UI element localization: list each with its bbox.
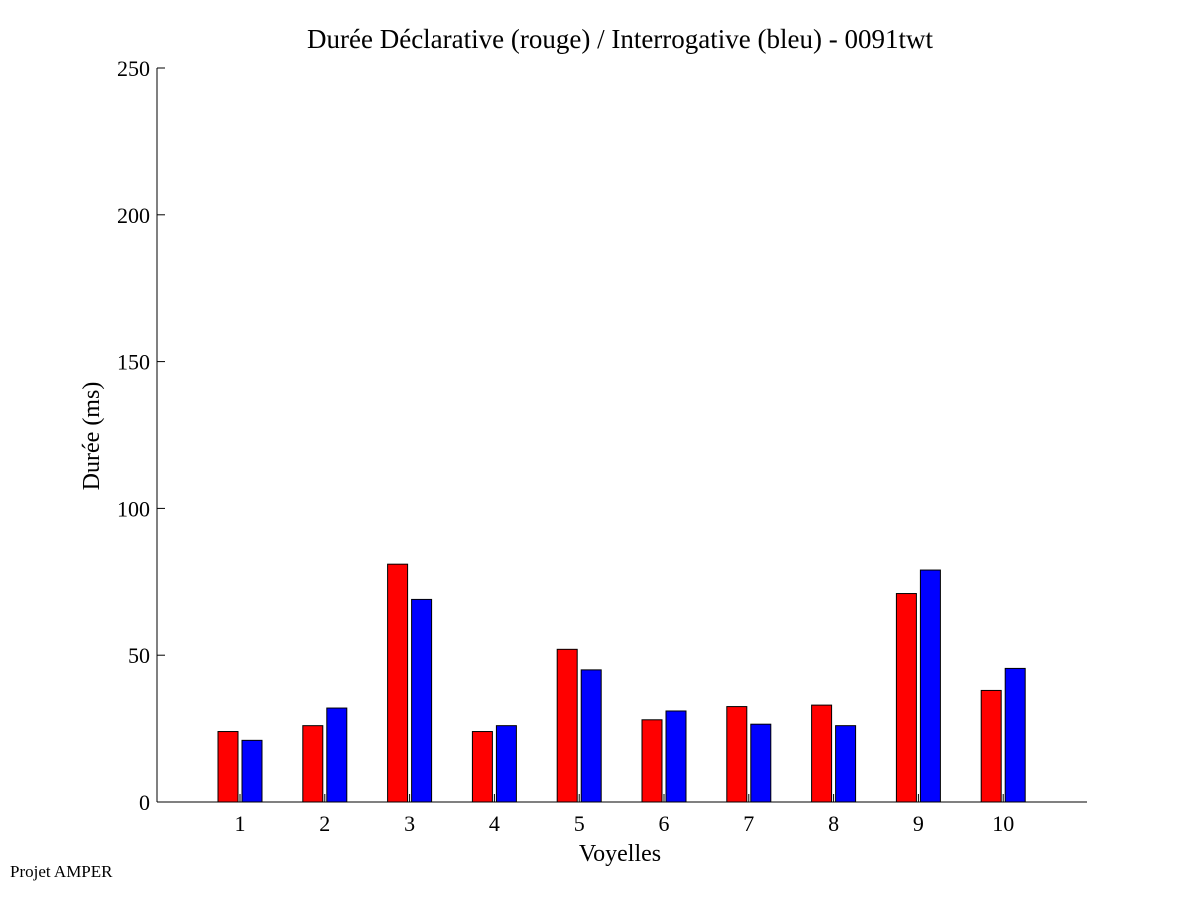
bar-series1-voyelle-8 <box>811 704 833 803</box>
bar-series2-voyelle-3 <box>411 598 433 803</box>
bar-series2-voyelle-4 <box>495 725 517 803</box>
x-tick-label-2: 2 <box>319 811 330 836</box>
bar-series2-voyelle-10 <box>1004 667 1026 803</box>
x-tick-label-3: 3 <box>404 811 415 836</box>
y-tick-label-200: 200 <box>117 203 150 228</box>
bar-series2-voyelle-5 <box>580 669 602 803</box>
y-tick-label-150: 150 <box>117 350 150 375</box>
bar-series1-voyelle-4 <box>471 731 493 803</box>
footer-credit: Projet AMPER <box>10 862 113 881</box>
bars-group <box>217 563 1026 803</box>
bar-series1-voyelle-9 <box>895 593 917 803</box>
bar-series2-voyelle-7 <box>750 723 772 803</box>
x-tick-label-9: 9 <box>913 811 924 836</box>
bar-series1-voyelle-6 <box>641 719 663 803</box>
x-tick-label-5: 5 <box>574 811 585 836</box>
bar-series1-voyelle-1 <box>217 731 239 803</box>
y-tick-label-250: 250 <box>117 56 150 81</box>
axes-group: 0 50 100 150 200 250 1 2 3 4 5 6 7 8 9 10 <box>117 56 1087 836</box>
bar-series2-voyelle-1 <box>241 739 263 803</box>
bar-series2-voyelle-6 <box>665 710 687 803</box>
bar-series1-voyelle-2 <box>302 725 324 803</box>
x-tick-label-8: 8 <box>828 811 839 836</box>
y-axis-label: Durée (ms) <box>79 382 105 491</box>
x-tick-label-6: 6 <box>659 811 670 836</box>
x-tick-label-10: 10 <box>992 811 1014 836</box>
y-tick-label-0: 0 <box>139 790 150 815</box>
bar-series2-voyelle-8 <box>835 725 857 803</box>
x-axis-label: Voyelles <box>579 841 661 867</box>
y-tick-label-100: 100 <box>117 496 150 521</box>
x-tick-label-1: 1 <box>235 811 246 836</box>
y-tick-label-50: 50 <box>128 643 150 668</box>
bar-series2-voyelle-2 <box>326 707 348 803</box>
bar-series1-voyelle-5 <box>556 648 578 803</box>
bar-series2-voyelle-9 <box>919 569 941 803</box>
x-tick-label-4: 4 <box>489 811 500 836</box>
chart-title: Durée Déclarative (rouge) / Interrogativ… <box>307 24 933 54</box>
bar-series1-voyelle-7 <box>726 706 748 803</box>
bar-series1-voyelle-3 <box>387 563 409 803</box>
x-tick-label-7: 7 <box>743 811 754 836</box>
bar-series1-voyelle-10 <box>980 689 1002 803</box>
